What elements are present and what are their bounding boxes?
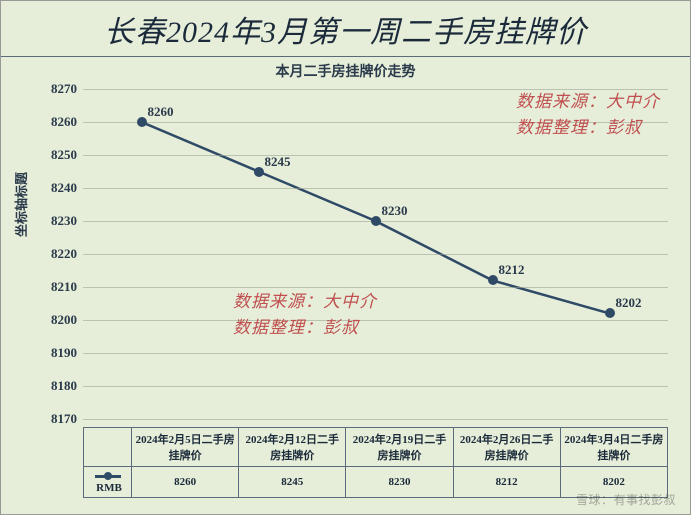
y-tick-label: 8210 bbox=[51, 279, 77, 295]
chart-area: 本月二手房挂牌价走势 坐标轴标题 81708180819082008210822… bbox=[1, 57, 690, 514]
y-tick-label: 8260 bbox=[51, 114, 77, 130]
legend-marker-icon bbox=[95, 475, 121, 478]
gridline bbox=[83, 287, 668, 288]
table-header-cell: 2024年2月5日二手房挂牌价 bbox=[132, 428, 239, 467]
data-label: 8260 bbox=[148, 104, 174, 120]
gridline bbox=[83, 188, 668, 189]
y-tick-label: 8270 bbox=[51, 81, 77, 97]
data-label: 8230 bbox=[382, 203, 408, 219]
data-marker bbox=[137, 117, 147, 127]
annotation: 数据来源：大中介数据整理：彭叔 bbox=[516, 89, 660, 140]
table-header-cell: 2024年2月12日二手房挂牌价 bbox=[239, 428, 346, 467]
title-bar: 长春2024年3月第一周二手房挂牌价 bbox=[1, 1, 690, 57]
legend-series-label: RMB bbox=[96, 482, 122, 494]
chart-subtitle: 本月二手房挂牌价走势 bbox=[1, 61, 690, 81]
y-tick-label: 8220 bbox=[51, 246, 77, 262]
annotation-line: 数据整理：彭叔 bbox=[233, 315, 377, 341]
data-table: 2024年2月5日二手房挂牌价2024年2月12日二手房挂牌价2024年2月19… bbox=[83, 427, 668, 498]
y-tick-label: 8170 bbox=[51, 411, 77, 427]
data-marker bbox=[605, 308, 615, 318]
y-tick-label: 8240 bbox=[51, 180, 77, 196]
table-header-cell: 2024年3月4日二手房挂牌价 bbox=[560, 428, 667, 467]
y-tick-label: 8190 bbox=[51, 345, 77, 361]
data-marker bbox=[488, 275, 498, 285]
data-label: 8202 bbox=[616, 295, 642, 311]
gridline bbox=[83, 419, 668, 420]
y-axis-label: 坐标轴标题 bbox=[11, 172, 30, 237]
table-value-cell: 8230 bbox=[346, 467, 453, 498]
table-value-cell: 8245 bbox=[239, 467, 346, 498]
annotation: 数据来源：大中介数据整理：彭叔 bbox=[233, 289, 377, 340]
table-value-cell: 8260 bbox=[132, 467, 239, 498]
gridline bbox=[83, 386, 668, 387]
page-title: 长春2024年3月第一周二手房挂牌价 bbox=[104, 7, 587, 51]
table-header-cell: 2024年2月19日二手房挂牌价 bbox=[346, 428, 453, 467]
y-tick-label: 8250 bbox=[51, 147, 77, 163]
gridline bbox=[83, 155, 668, 156]
data-marker bbox=[371, 216, 381, 226]
y-tick-label: 8180 bbox=[51, 378, 77, 394]
data-marker bbox=[254, 167, 264, 177]
gridline bbox=[83, 254, 668, 255]
table-value-cell: 8212 bbox=[453, 467, 560, 498]
annotation-line: 数据来源：大中介 bbox=[516, 89, 660, 115]
table-lead-blank bbox=[84, 428, 132, 467]
data-label: 8212 bbox=[499, 262, 525, 278]
watermark: 雪球：有事找彭叔 bbox=[576, 491, 676, 508]
gridline bbox=[83, 353, 668, 354]
table-header-cell: 2024年2月26日二手房挂牌价 bbox=[453, 428, 560, 467]
y-tick-label: 8200 bbox=[51, 312, 77, 328]
annotation-line: 数据来源：大中介 bbox=[233, 289, 377, 315]
table-series-cell: RMB bbox=[84, 467, 132, 498]
y-tick-label: 8230 bbox=[51, 213, 77, 229]
plot-region: 8170818081908200821082208230824082508260… bbox=[83, 89, 668, 419]
chart-container: 长春2024年3月第一周二手房挂牌价 本月二手房挂牌价走势 坐标轴标题 8170… bbox=[0, 0, 691, 515]
data-label: 8245 bbox=[265, 154, 291, 170]
annotation-line: 数据整理：彭叔 bbox=[516, 115, 660, 141]
